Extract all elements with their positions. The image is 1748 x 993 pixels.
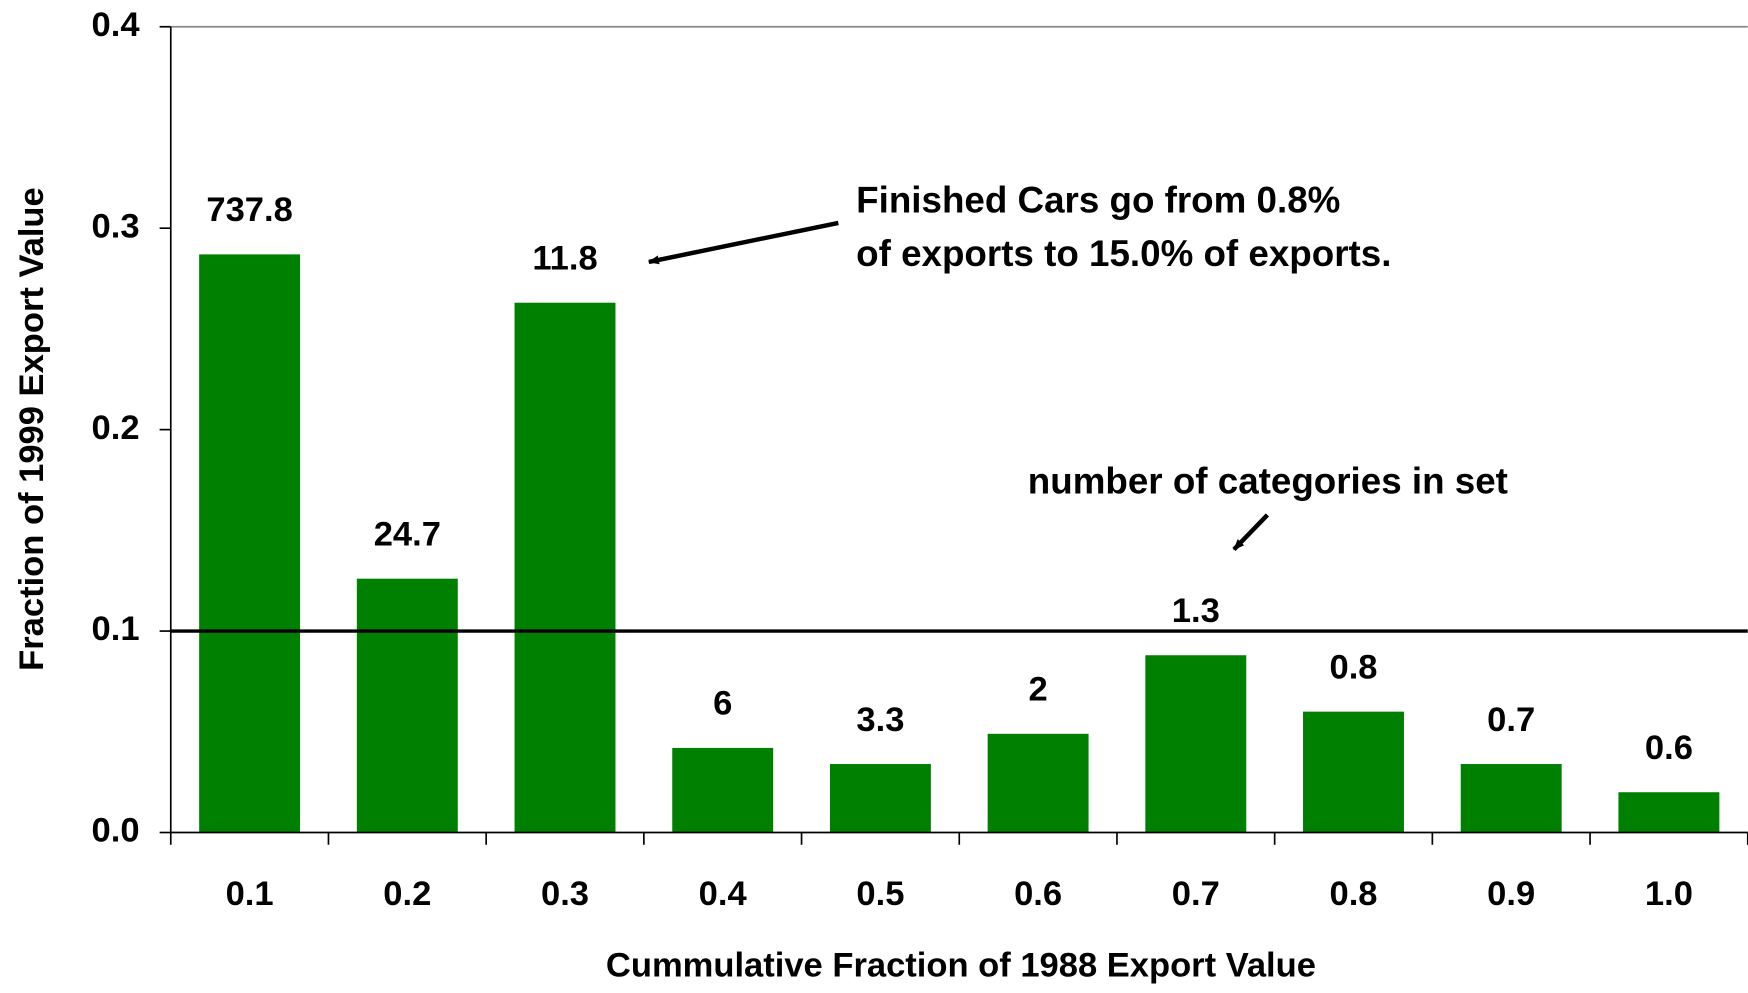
count-label: 2	[1028, 671, 1047, 709]
y-axis-label: Fraction of 1999 Export Value	[13, 187, 51, 671]
x-tick-label: 1.0	[1645, 875, 1693, 913]
x-tick-label: 0.4	[699, 875, 748, 913]
y-tick-label: 0.2	[92, 409, 140, 447]
x-tick-label: 0.1	[226, 875, 274, 913]
annotation: Finished Cars go from 0.8%	[856, 180, 1340, 221]
bar	[672, 747, 774, 833]
count-label: 24.7	[374, 515, 441, 553]
count-label: 3.3	[856, 701, 904, 739]
bar	[199, 254, 301, 833]
annotation: number of categories in set	[1028, 460, 1508, 501]
count-label: 0.6	[1645, 729, 1693, 767]
x-tick-label: 0.3	[541, 875, 589, 913]
bar	[514, 302, 616, 833]
x-tick-label: 0.9	[1487, 875, 1535, 913]
x-tick-label: 0.5	[856, 875, 904, 913]
annotation: of exports to 15.0% of exports.	[856, 233, 1391, 274]
y-tick-label: 0.3	[92, 207, 140, 245]
count-label: 11.8	[532, 239, 597, 277]
bar	[987, 733, 1089, 833]
count-label: 1.3	[1172, 592, 1220, 630]
bar	[1460, 764, 1562, 833]
y-tick-label: 0.1	[92, 610, 140, 648]
bar	[1303, 711, 1404, 833]
y-tick-label: 0.4	[92, 6, 141, 44]
bar	[356, 578, 458, 833]
count-label: 0.8	[1329, 648, 1377, 686]
bar	[1145, 655, 1247, 833]
bar	[1618, 792, 1720, 833]
count-label: 6	[713, 685, 732, 723]
x-tick-label: 0.8	[1329, 875, 1377, 913]
bar	[829, 764, 931, 833]
count-label: 737.8	[206, 191, 292, 229]
annotation-arrow	[1232, 513, 1270, 551]
x-tick-label: 0.7	[1172, 875, 1220, 913]
annotation-arrow	[647, 220, 839, 265]
count-label: 0.7	[1487, 701, 1535, 739]
x-tick-label: 0.2	[383, 875, 431, 913]
x-tick-label: 0.6	[1014, 875, 1062, 913]
y-tick-label: 0.0	[92, 812, 140, 850]
x-axis-label: Cummulative Fraction of 1988 Export Valu…	[606, 946, 1316, 984]
